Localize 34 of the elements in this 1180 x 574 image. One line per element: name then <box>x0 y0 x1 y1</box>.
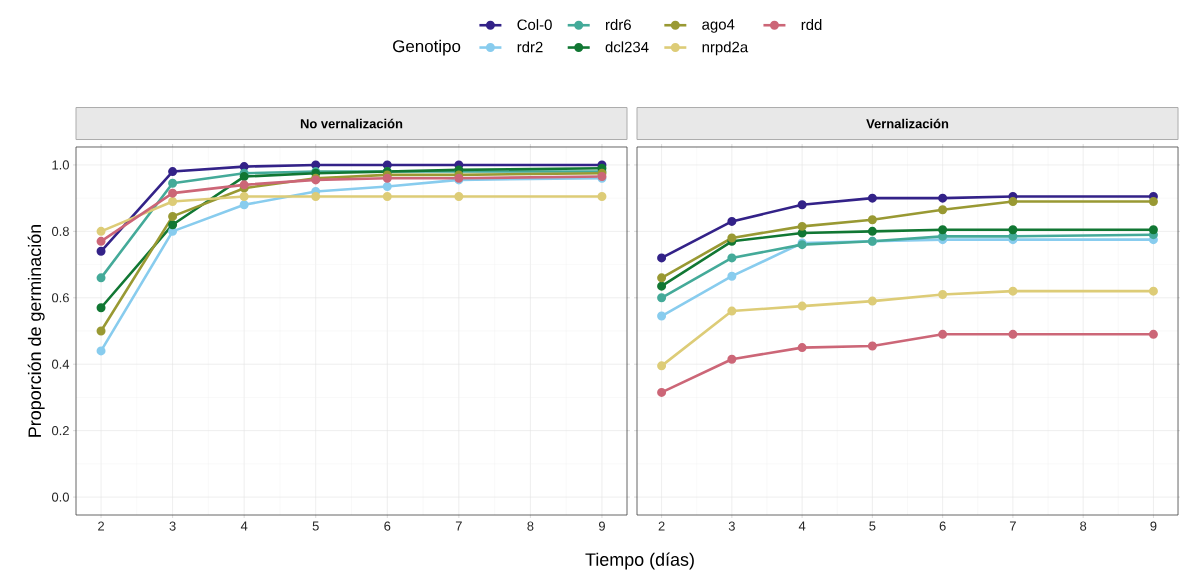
x-tick-label: 7 <box>455 521 462 531</box>
x-axis-title: Tiempo (días) <box>585 552 694 570</box>
x-tick-label: 8 <box>527 521 534 531</box>
y-tick-label: 0.8 <box>51 226 69 236</box>
y-tick-label: 0.0 <box>51 492 69 502</box>
legend-label: ago4 <box>702 19 735 33</box>
chart-title: Vernalización <box>866 118 949 129</box>
y-tick-label: 0.2 <box>51 426 69 436</box>
legend-title: Genotipo <box>393 39 461 56</box>
legend-label: rdd <box>801 19 822 31</box>
x-tick-label: 3 <box>728 521 735 531</box>
legend-label: nrpd2a <box>702 41 749 56</box>
chart-title: No vernalización <box>300 118 403 129</box>
x-tick-label: 4 <box>798 521 806 531</box>
legend-label: rdr2 <box>517 41 543 53</box>
x-tick-label: 7 <box>1009 521 1016 531</box>
x-tick-label: 5 <box>869 521 876 531</box>
x-tick-label: 3 <box>169 521 176 531</box>
x-tick-label: 9 <box>1150 521 1157 531</box>
y-tick-label: 1.0 <box>52 160 69 170</box>
y-tick-label: 0.6 <box>51 293 69 303</box>
y-axis-title: Proporción de germinación <box>27 225 45 437</box>
y-tick-label: 0.4 <box>51 359 70 369</box>
legend-label: dcl234 <box>605 41 649 53</box>
x-tick-label: 6 <box>384 521 391 531</box>
legend-label: rdr6 <box>605 19 631 31</box>
x-tick-label: 5 <box>312 521 319 531</box>
x-tick-label: 4 <box>240 521 248 531</box>
x-tick-label: 2 <box>98 521 104 531</box>
x-tick-label: 9 <box>598 521 605 531</box>
x-tick-label: 6 <box>939 521 946 531</box>
legend-label: Col-0 <box>517 19 552 31</box>
x-tick-label: 8 <box>1080 521 1087 531</box>
x-tick-label: 2 <box>658 521 665 531</box>
